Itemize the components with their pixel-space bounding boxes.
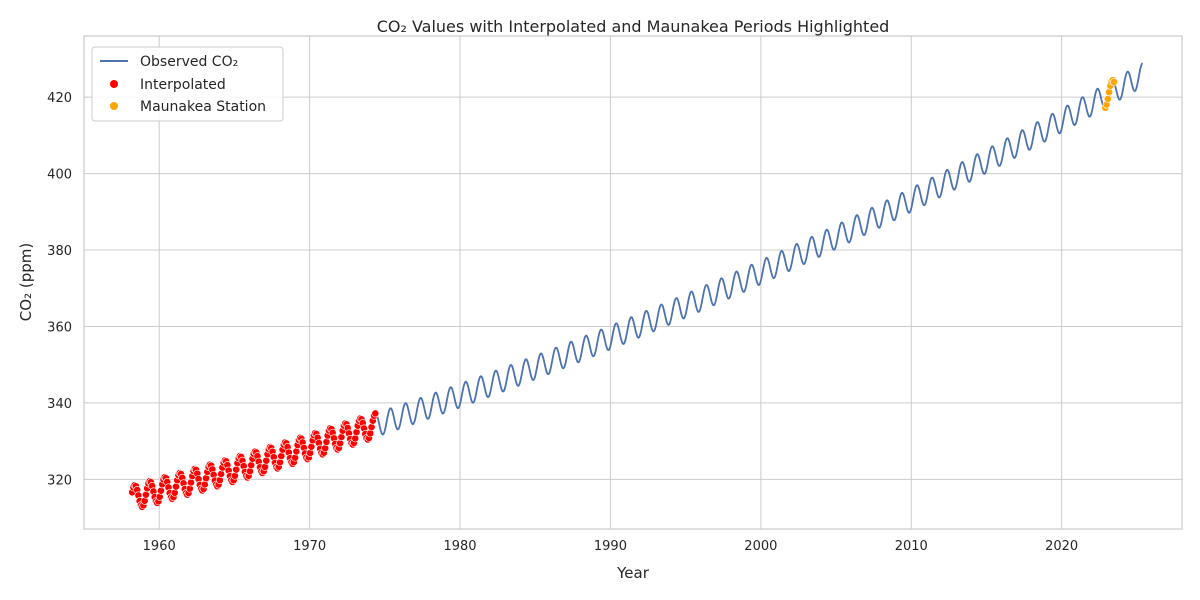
interpolated-point: [291, 453, 299, 462]
interpolated-point: [157, 486, 165, 495]
interpolated-point: [276, 458, 284, 467]
x-tick-label: 1990: [594, 539, 627, 554]
interpolated-point: [337, 433, 346, 441]
y-axis-label: CO₂ (ppm): [17, 243, 35, 321]
y-tick-label: 320: [47, 473, 72, 488]
interpolated-point: [202, 474, 210, 483]
interpolated-point: [172, 482, 180, 491]
legend-interpolated: Interpolated: [140, 77, 226, 93]
interpolated-point: [262, 456, 271, 465]
legend: Observed CO₂ Interpolated Maunakea Stati…: [91, 46, 284, 122]
plot-frame: [83, 35, 1183, 530]
grid-layer: [84, 36, 1182, 529]
interpolated-point: [277, 452, 286, 460]
interpolated-point: [367, 423, 376, 432]
legend-maunakea: Maunakea Station: [140, 99, 266, 115]
interpolated-point: [232, 465, 241, 474]
y-tick-label: 340: [47, 397, 72, 412]
y-tick-label: 420: [47, 91, 72, 106]
legend-maunakea-marker: [110, 102, 118, 110]
interpolated-point: [307, 442, 316, 451]
interpolated-point: [217, 470, 226, 478]
x-tick-label: 1980: [443, 539, 476, 554]
x-tick-label: 1960: [143, 539, 176, 554]
interpolated-point: [142, 490, 150, 499]
interpolated-point: [187, 478, 195, 487]
interpolated-point: [322, 438, 331, 446]
legend-interpolated-marker: [110, 80, 118, 88]
tick-labels: 1960 1970 1980 1990 2000 2010 2020 320 340 360 380…: [47, 91, 1078, 554]
interpolated-point: [371, 409, 380, 418]
x-axis-label: Year: [616, 564, 650, 582]
x-tick-label: 2010: [895, 539, 928, 554]
x-tick-label: 2000: [744, 539, 777, 554]
interpolated-point: [351, 434, 360, 443]
chart-title: CO₂ Values with Interpolated and Maunake…: [377, 17, 890, 36]
legend-observed: Observed CO₂: [140, 54, 238, 70]
maunakea-point: [1103, 95, 1112, 103]
y-tick-label: 400: [47, 168, 72, 183]
interpolated-point: [336, 439, 345, 448]
scatter-layer: [128, 76, 1118, 511]
y-tick-label: 380: [47, 244, 72, 259]
x-tick-label: 1970: [293, 539, 326, 554]
interpolated-point: [292, 447, 301, 456]
maunakea-point: [1110, 78, 1118, 86]
legend-box: [91, 46, 284, 122]
y-tick-label: 360: [47, 320, 72, 335]
interpolated-point: [321, 444, 330, 453]
interpolated-point: [366, 429, 375, 438]
x-tick-label: 2020: [1045, 539, 1078, 554]
interpolated-point: [306, 449, 315, 457]
interpolated-point: [352, 428, 361, 437]
maunakea-point: [1105, 88, 1113, 97]
interpolated-point: [247, 461, 256, 470]
